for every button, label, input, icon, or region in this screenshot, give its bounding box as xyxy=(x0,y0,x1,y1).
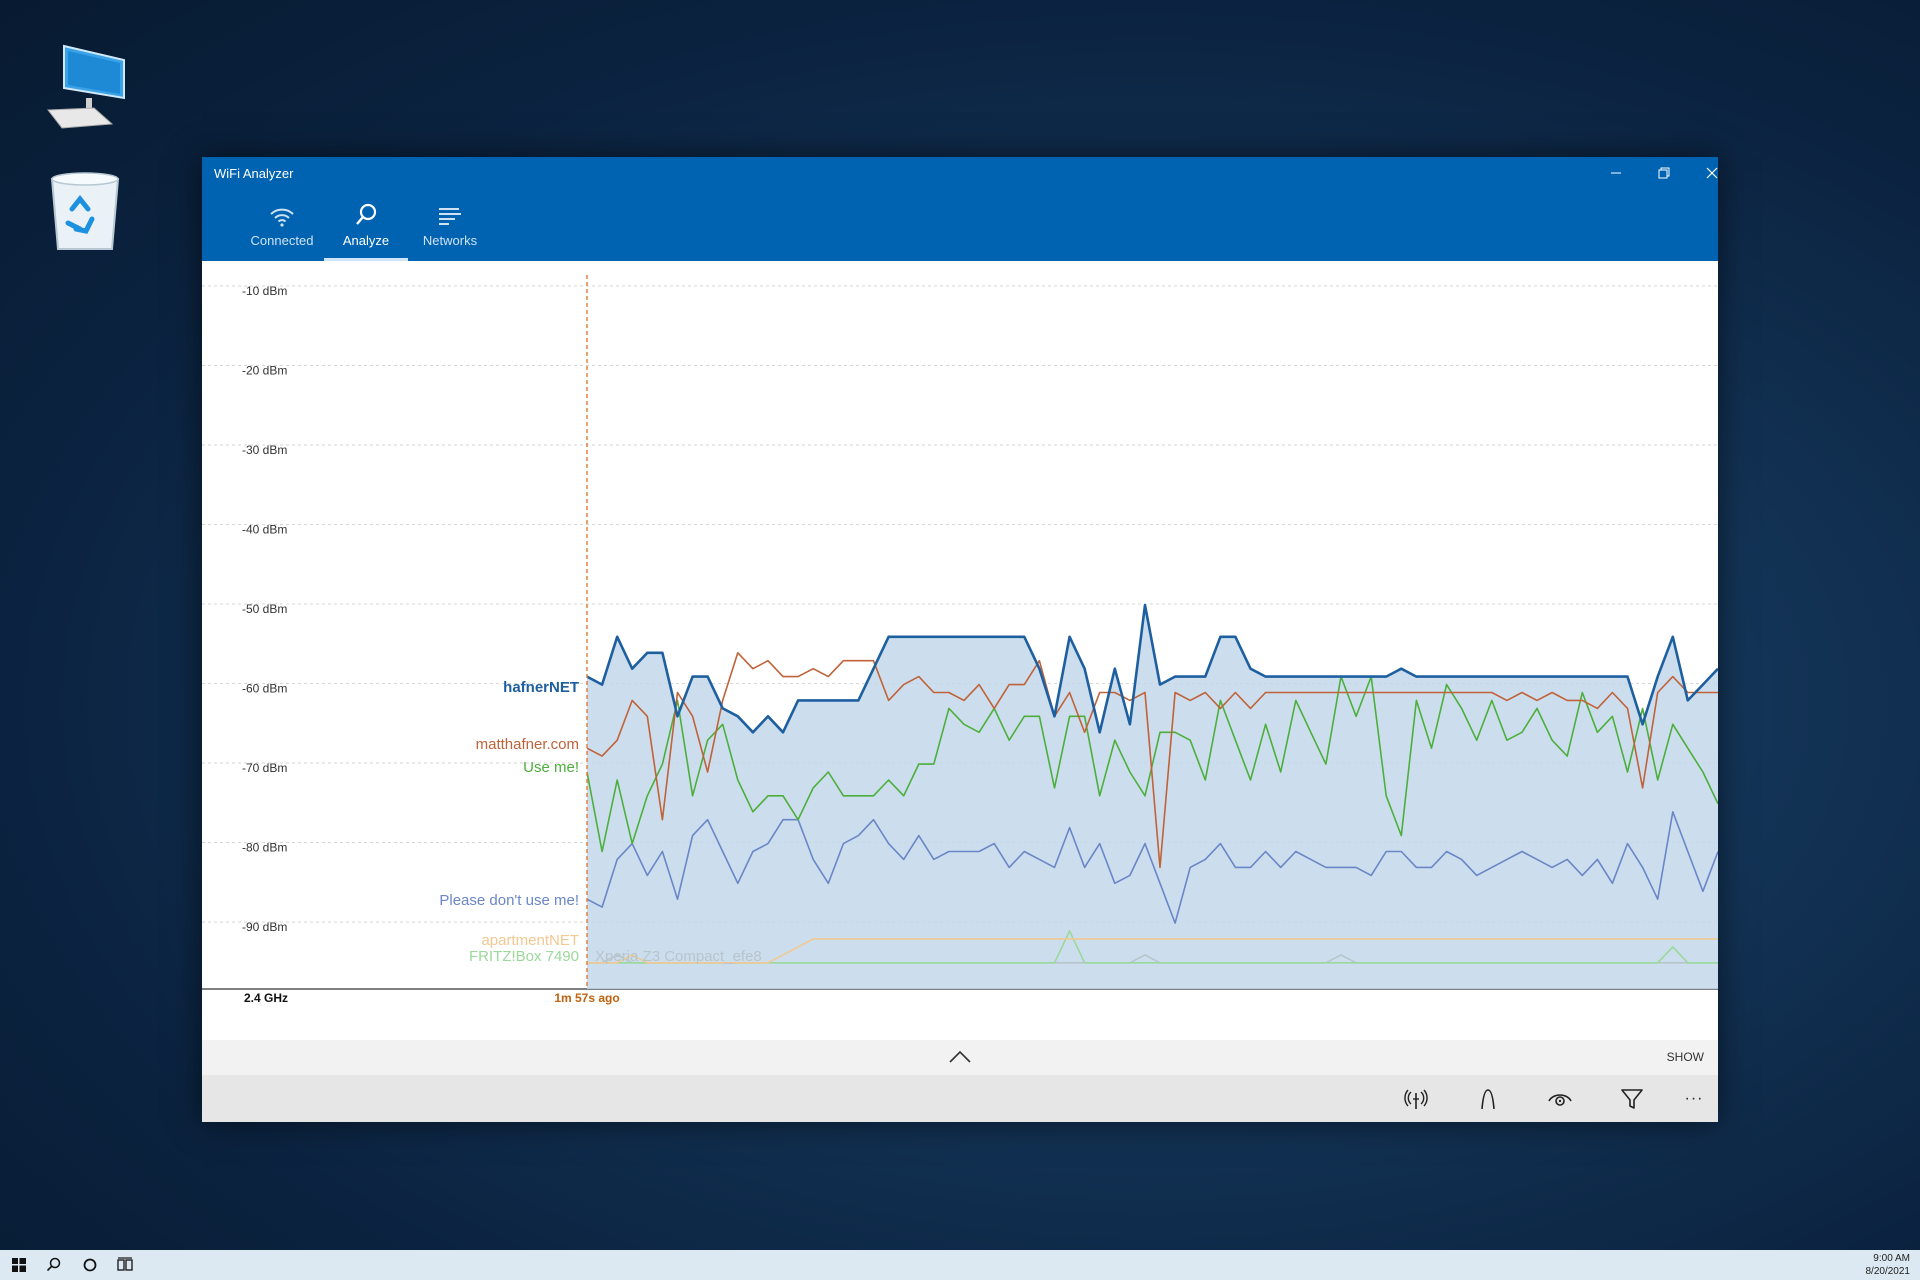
this-pc-desktop-icon[interactable] xyxy=(40,40,130,130)
tab-networks-label: Networks xyxy=(422,233,478,248)
network-label: Use me! xyxy=(523,759,579,776)
active-tab-indicator xyxy=(324,258,408,261)
clock-date: 8/20/2021 xyxy=(1865,1266,1911,1277)
clock-time: 9:00 AM xyxy=(1873,1253,1910,1264)
network-label: hafnerNET xyxy=(503,679,579,696)
search-icon xyxy=(356,203,377,225)
series-line-fritz-box-7490 xyxy=(587,930,1718,964)
network-label: FRITZ!Box 7490 xyxy=(469,948,579,965)
channel-curve-icon xyxy=(1481,1089,1495,1110)
channel-curve-button[interactable] xyxy=(1474,1085,1502,1113)
y-tick-label: -80 dBm xyxy=(242,841,287,855)
system-clock[interactable]: 9:00 AM 8/20/2021 xyxy=(1866,1252,1911,1278)
network-label: Xperia Z3 Compact_efe8 xyxy=(595,948,762,965)
band-label: 2.4 GHz xyxy=(244,991,288,1005)
tab-connected-label: Connected xyxy=(250,233,314,248)
y-tick-label: -70 dBm xyxy=(242,761,287,775)
series-line-use-me- xyxy=(586,675,1718,853)
minimize-icon xyxy=(1611,172,1621,174)
antenna-icon xyxy=(1404,1089,1428,1109)
command-bar: ··· xyxy=(202,1075,1718,1122)
y-tick-label: -60 dBm xyxy=(242,682,287,696)
antenna-button[interactable] xyxy=(1402,1085,1430,1113)
start-windows-icon[interactable] xyxy=(10,1256,28,1274)
close-button[interactable] xyxy=(1688,157,1736,189)
series-line-please-don-t-use-me- xyxy=(586,810,1718,924)
tab-analyze-label: Analyze xyxy=(342,233,390,248)
signal-chart-svg: -10 dBm -20 dBm -30 dBm -40 dBm -50 dBm -60 d… xyxy=(202,275,1718,1005)
list-icon xyxy=(439,208,461,225)
more-button[interactable]: ··· xyxy=(1680,1085,1708,1113)
details-toggle-bar[interactable]: SHOW xyxy=(202,1040,1718,1075)
restore-icon xyxy=(1658,167,1670,179)
recycle-bin-icon[interactable] xyxy=(40,165,130,255)
y-tick-label: -50 dBm xyxy=(242,602,287,616)
show-button[interactable]: SHOW xyxy=(1666,1050,1704,1064)
series-line-apartmentnet xyxy=(587,938,1718,964)
signal-strength-chart[interactable]: -10 dBm -20 dBm -30 dBm -40 dBm -50 dBm -60 d… xyxy=(202,261,1718,1021)
tab-analyze[interactable]: Analyze xyxy=(324,201,408,261)
filter-icon xyxy=(1621,1089,1643,1109)
y-tick-label: -40 dBm xyxy=(242,523,287,537)
wifi-analyzer-window: WiFi Analyzer Connected xyxy=(202,157,1718,1122)
y-tick-label: -90 dBm xyxy=(242,920,287,934)
visibility-button[interactable] xyxy=(1546,1085,1574,1113)
more-icon: ··· xyxy=(1684,1090,1704,1107)
y-tick-label: -10 dBm xyxy=(242,284,287,298)
title-bar: WiFi Analyzer Connected xyxy=(202,157,1718,261)
network-label: apartmentNET xyxy=(481,932,579,949)
tab-networks[interactable]: Networks xyxy=(408,201,492,261)
connected-network-fill xyxy=(587,605,1718,989)
y-tick-label: -30 dBm xyxy=(242,443,287,457)
taskbar: 9:00 AM 8/20/2021 xyxy=(0,1250,1920,1280)
network-label: matthafner.com xyxy=(476,736,579,753)
minimize-button[interactable] xyxy=(1592,157,1640,189)
filter-button[interactable] xyxy=(1618,1085,1646,1113)
window-title: WiFi Analyzer xyxy=(214,166,294,181)
series-line-hafnernet xyxy=(586,603,1718,734)
series-line-matthafner-com xyxy=(586,651,1718,869)
chevron-up-icon[interactable] xyxy=(948,1047,972,1067)
network-label: Please don't use me! xyxy=(439,892,579,909)
eye-icon xyxy=(1548,1094,1572,1106)
tab-connected[interactable]: Connected xyxy=(240,201,324,261)
search-taskbar-icon[interactable] xyxy=(45,1256,63,1274)
restore-button[interactable] xyxy=(1640,157,1688,189)
close-icon xyxy=(1706,167,1718,179)
y-tick-label: -20 dBm xyxy=(242,364,287,378)
task-view-icon[interactable] xyxy=(116,1256,134,1274)
wifi-icon xyxy=(270,208,294,227)
cortana-icon[interactable] xyxy=(81,1256,99,1274)
time-ago-label: 1m 57s ago xyxy=(554,991,619,1005)
